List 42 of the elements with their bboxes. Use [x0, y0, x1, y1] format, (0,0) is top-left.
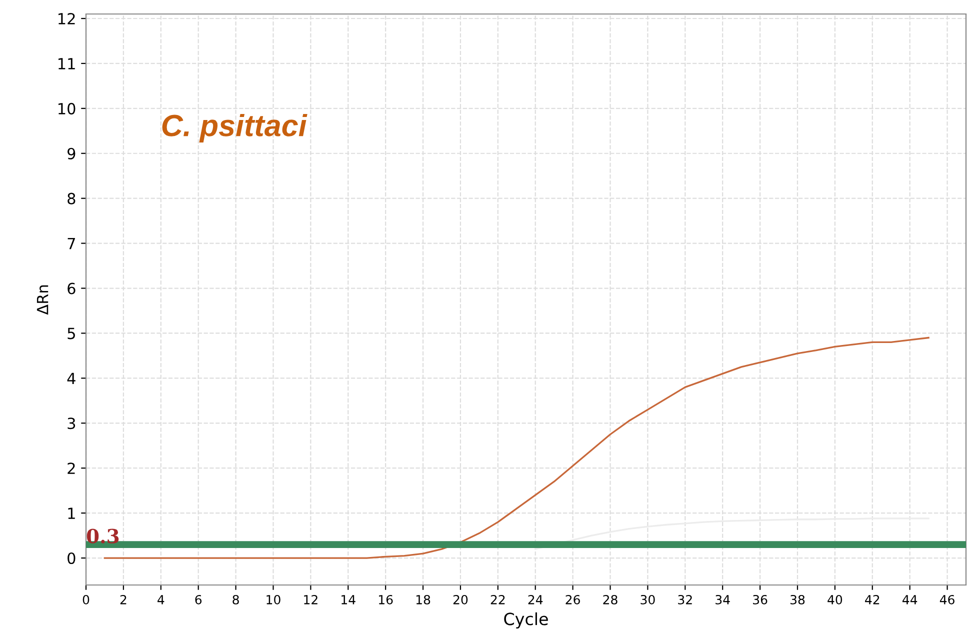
y-tick-label: 0 [68, 552, 76, 564]
x-tick-label: 42 [865, 594, 880, 604]
x-tick-label: 22 [490, 594, 505, 604]
y-axis-title: ΔRn [36, 285, 48, 315]
ref-line-label: 0.3 [86, 528, 119, 544]
x-tick-label: 18 [416, 594, 430, 604]
y-tick-label: 7 [68, 238, 75, 250]
x-tick-label: 44 [902, 595, 918, 604]
x-tick-label: 12 [304, 594, 318, 604]
x-tick-label: 46 [940, 594, 954, 604]
x-tick-label: 34 [716, 594, 730, 604]
x-tick-label: 2 [120, 594, 126, 604]
x-axis-title: Cycle [504, 612, 548, 629]
x-tick-label: 32 [678, 594, 692, 604]
y-tick-label: 9 [68, 148, 76, 160]
y-tick-label: 8 [68, 192, 76, 204]
y-tick-label: 2 [68, 462, 75, 474]
x-tick-label: 14 [342, 595, 356, 604]
x-tick-label: 30 [640, 594, 655, 604]
x-tick-label: 28 [603, 594, 618, 604]
x-tick-label: 26 [566, 594, 580, 604]
y-tick-label: 11 [58, 58, 75, 70]
y-tick-label: 10 [58, 102, 76, 114]
y-tick-label: 1 [68, 508, 75, 519]
x-tick-label: 0 [82, 594, 90, 604]
x-tick-label: 4 [158, 595, 164, 604]
y-tick-label: 3 [68, 418, 76, 430]
x-tick-label: 36 [753, 594, 768, 604]
line-series [534, 518, 930, 550]
x-tick-label: 8 [232, 594, 239, 604]
y-tick-label: 6 [68, 282, 76, 294]
x-tick-label: 6 [195, 594, 202, 604]
annotation: C. psittaci [162, 114, 308, 142]
y-tick-label: 5 [68, 328, 75, 340]
x-tick-label: 20 [453, 594, 468, 604]
x-tick-label: 24 [528, 594, 543, 604]
x-tick-label: 40 [828, 594, 842, 604]
x-tick-label: 38 [790, 594, 805, 604]
y-tick-label: 4 [67, 372, 76, 384]
x-tick-label: 10 [266, 594, 280, 604]
y-tick-label: 12 [58, 12, 75, 24]
x-tick-label: 16 [378, 594, 393, 604]
